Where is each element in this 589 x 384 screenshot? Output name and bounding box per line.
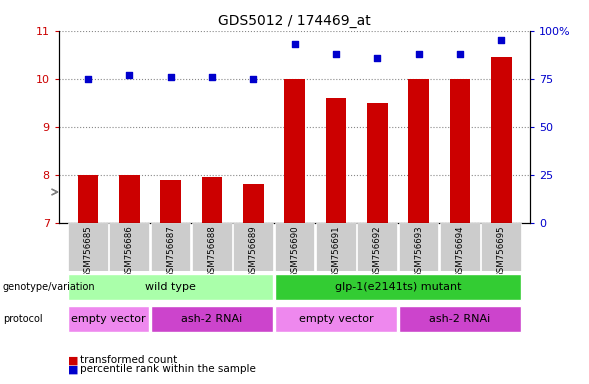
Bar [151,223,190,271]
Bar [399,223,438,271]
Text: ash-2 RNAi: ash-2 RNAi [429,314,491,324]
Text: ash-2 RNAi: ash-2 RNAi [181,314,243,324]
Bar [408,79,429,223]
Bar [201,177,222,223]
Bar [233,223,273,271]
Point [124,72,134,78]
Bar [243,184,263,223]
Bar [284,79,305,223]
Text: GSM756685: GSM756685 [83,225,92,278]
Text: GSM756691: GSM756691 [332,225,340,278]
Text: GSM756690: GSM756690 [290,225,299,278]
Bar [481,223,521,271]
Text: empty vector: empty vector [299,314,373,324]
Text: transformed count: transformed count [80,355,177,365]
Bar [449,79,470,223]
Text: empty vector: empty vector [71,314,146,324]
Bar [358,223,397,271]
Title: GDS5012 / 174469_at: GDS5012 / 174469_at [218,14,371,28]
Text: GSM756687: GSM756687 [166,225,175,278]
Bar [316,223,356,271]
Text: ■: ■ [68,364,78,374]
Text: genotype/variation: genotype/variation [3,282,95,292]
Point [331,51,340,57]
Point [497,37,506,43]
Point [166,74,175,80]
Bar [274,223,315,271]
Text: GSM756694: GSM756694 [455,225,464,278]
Bar [399,306,521,332]
Text: GSM756692: GSM756692 [373,225,382,278]
Point [249,76,258,82]
Text: protocol: protocol [3,314,42,324]
Bar [491,57,511,223]
Bar [78,175,98,223]
Point [290,41,299,47]
Bar [68,223,108,271]
Text: percentile rank within the sample: percentile rank within the sample [80,364,256,374]
Point [83,76,92,82]
Text: GSM756689: GSM756689 [249,225,257,278]
Text: glp-1(e2141ts) mutant: glp-1(e2141ts) mutant [335,282,461,292]
Bar [151,306,273,332]
Text: GSM756686: GSM756686 [125,225,134,278]
Point [414,51,423,57]
Bar [274,274,521,300]
Point [455,51,465,57]
Bar [110,223,149,271]
Point [372,55,382,61]
Bar [367,103,388,223]
Bar [192,223,231,271]
Bar [326,98,346,223]
Bar [440,223,479,271]
Bar [68,274,273,300]
Text: wild type: wild type [145,282,196,292]
Point [207,74,217,80]
Bar [68,306,149,332]
Text: GSM756695: GSM756695 [497,225,506,278]
Text: ■: ■ [68,355,78,365]
Bar [119,175,140,223]
Bar [160,180,181,223]
Text: GSM756693: GSM756693 [414,225,423,278]
Bar [274,306,397,332]
Text: GSM756688: GSM756688 [207,225,216,278]
